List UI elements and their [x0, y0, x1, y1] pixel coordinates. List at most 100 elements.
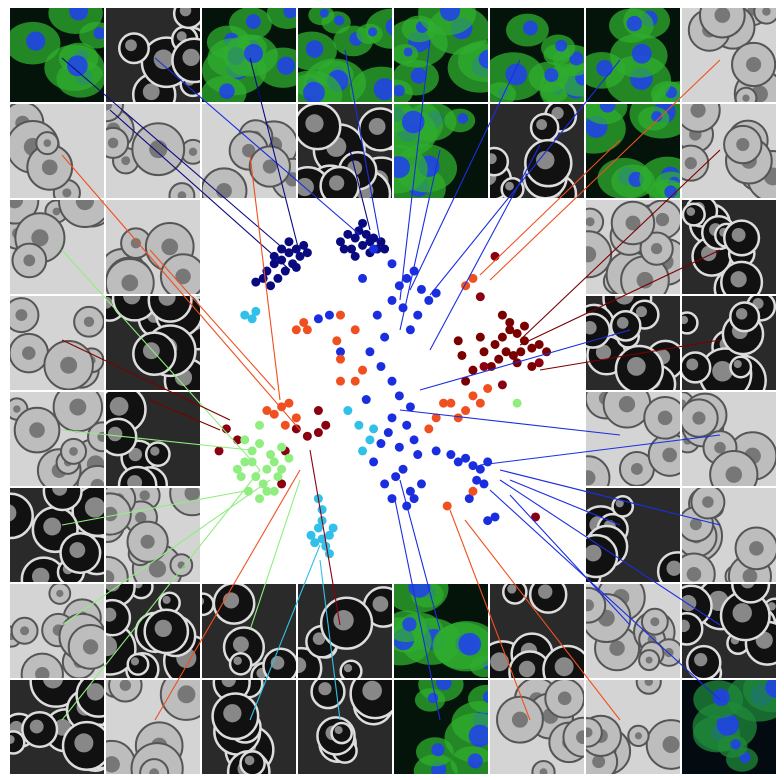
point	[413, 310, 423, 320]
nucleus	[394, 156, 410, 179]
tile-content	[394, 8, 488, 102]
cell-core	[150, 446, 160, 456]
image-tile	[682, 584, 776, 678]
point	[446, 398, 456, 408]
cell-core	[618, 396, 636, 413]
image-tile	[10, 200, 104, 294]
image-tile	[202, 680, 296, 774]
cell-core	[518, 660, 536, 678]
cell-core	[586, 320, 597, 335]
tile-content	[202, 8, 296, 102]
point	[461, 453, 471, 463]
point	[306, 530, 316, 540]
cell-core	[507, 584, 517, 594]
cell-body	[139, 758, 170, 774]
nucleus	[664, 185, 678, 198]
tile-content	[682, 584, 776, 678]
point	[240, 435, 250, 445]
point	[468, 365, 478, 375]
cell-core	[636, 271, 654, 289]
point	[269, 259, 279, 269]
point	[343, 406, 353, 416]
cell-core	[31, 229, 49, 247]
tile-content	[10, 680, 104, 774]
image-tile	[298, 680, 392, 774]
cell-core	[161, 238, 179, 256]
image-tile	[10, 584, 104, 678]
point	[365, 347, 375, 357]
cell-core	[107, 137, 119, 149]
link-lines	[61, 39, 721, 721]
image-tile	[10, 680, 104, 774]
point	[313, 314, 323, 324]
cell-body	[586, 104, 628, 125]
image-tile	[586, 104, 680, 198]
cell-core	[334, 726, 343, 735]
nucleus	[402, 617, 417, 632]
point	[361, 395, 371, 405]
point	[302, 431, 312, 441]
nucleus	[730, 739, 741, 750]
cell-core	[82, 639, 99, 655]
cell-body	[48, 8, 103, 35]
nucleus	[712, 688, 730, 706]
cell-core	[10, 735, 15, 744]
point	[483, 384, 493, 393]
cell-core	[537, 584, 553, 599]
nucleus	[26, 31, 46, 51]
point	[490, 251, 500, 261]
point	[376, 439, 386, 449]
cell-core	[133, 584, 143, 589]
cell-core	[52, 207, 61, 216]
cell-core	[682, 315, 689, 325]
nucleus	[569, 51, 584, 66]
cell-body	[168, 182, 196, 198]
image-tile	[586, 8, 680, 102]
cell-core	[690, 104, 706, 118]
cell-core	[686, 566, 702, 582]
point	[358, 218, 368, 228]
link-line	[149, 249, 276, 391]
point	[531, 512, 541, 522]
link-line	[499, 479, 721, 626]
tile-content	[490, 8, 584, 102]
image-tile	[682, 8, 776, 102]
point	[302, 248, 312, 258]
image-tile	[586, 488, 680, 582]
link-line	[489, 59, 721, 281]
point	[472, 475, 482, 485]
cell-core	[592, 755, 606, 769]
image-tile	[490, 680, 584, 774]
nucleus	[468, 724, 488, 748]
point	[313, 406, 323, 416]
image-tile	[106, 200, 200, 294]
cell-core	[536, 119, 548, 131]
cell-core	[609, 640, 625, 656]
point	[468, 391, 478, 401]
point	[413, 450, 423, 460]
point	[519, 321, 529, 331]
tile-content	[682, 488, 776, 582]
point	[313, 523, 323, 533]
cell-core	[69, 398, 87, 416]
cell-core	[586, 217, 595, 227]
image-tile	[682, 296, 776, 390]
point	[266, 281, 276, 291]
point	[479, 361, 489, 371]
nucleus	[69, 8, 89, 21]
image-tile	[106, 8, 200, 102]
point	[387, 376, 397, 386]
tile-content	[106, 200, 200, 294]
tile-content	[202, 104, 296, 198]
cell-core	[107, 426, 123, 442]
point	[358, 273, 368, 283]
point	[255, 420, 265, 430]
cell-core	[730, 271, 747, 288]
cell-core	[148, 560, 167, 578]
point	[479, 479, 489, 489]
cell-body	[562, 716, 584, 758]
cell-core	[135, 511, 147, 524]
cell-core	[56, 589, 64, 598]
cell-core	[153, 49, 174, 70]
point	[291, 413, 301, 423]
